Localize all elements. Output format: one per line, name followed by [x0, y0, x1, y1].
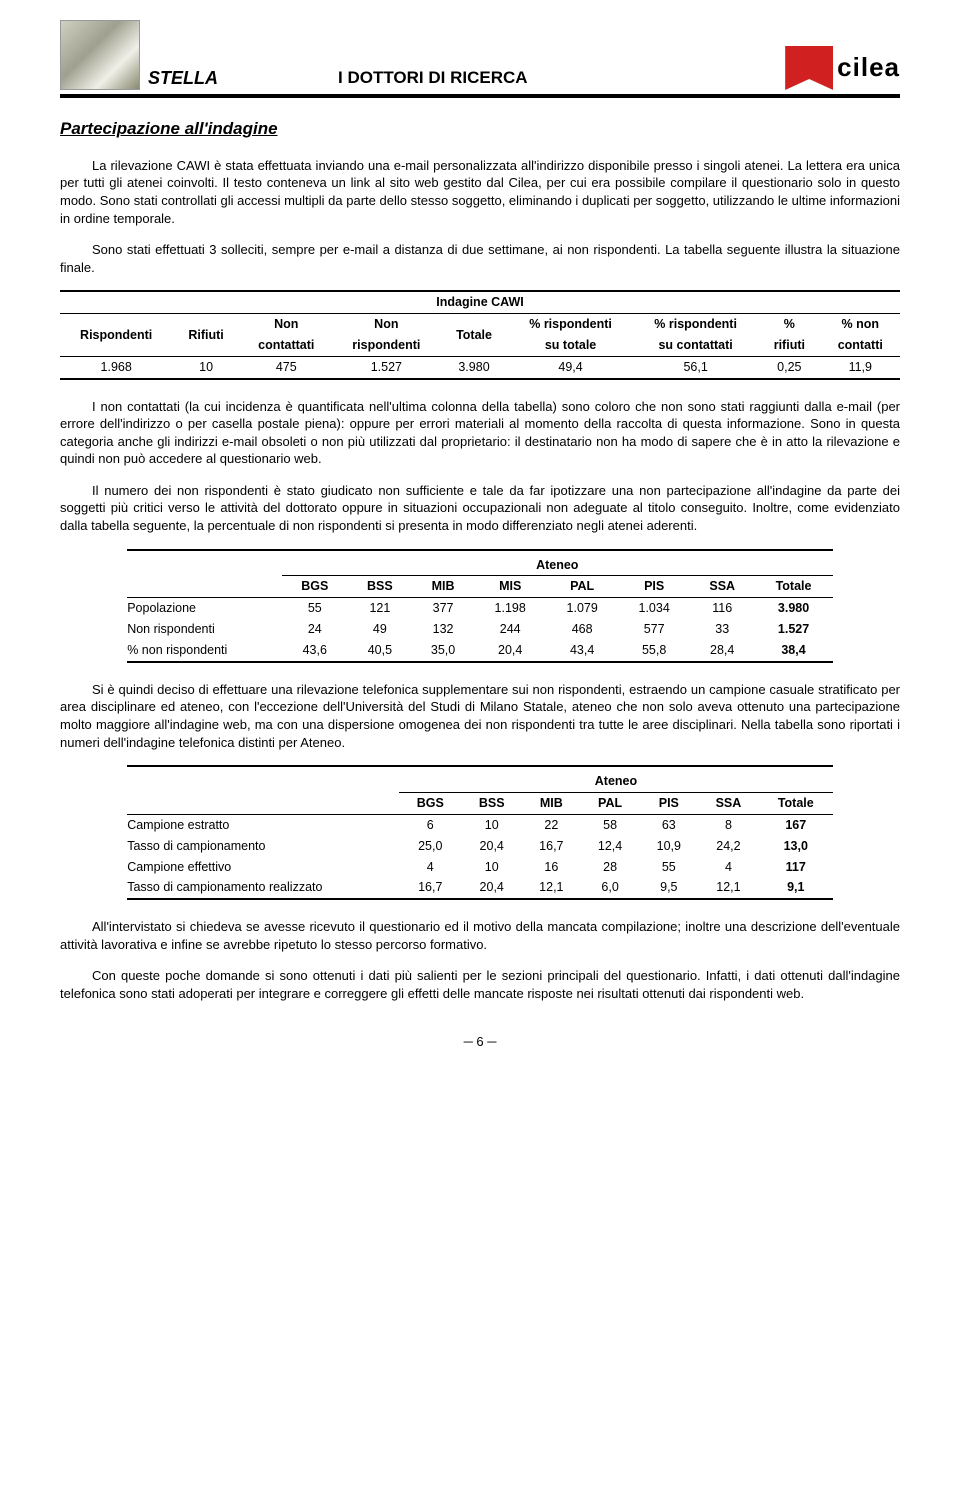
- t2-super: Ateneo: [282, 555, 833, 576]
- table-row: % non rispondenti 43,6 40,5 35,0 20,4 43…: [127, 640, 833, 662]
- t3-super: Ateneo: [399, 771, 833, 792]
- t1-col-6a: % rispondenti: [633, 314, 758, 335]
- t1-super: Indagine CAWI: [60, 292, 900, 313]
- t1-col-8b: contatti: [821, 335, 900, 356]
- logo-mark: [785, 46, 833, 90]
- paragraph-3: I non contattati (la cui incidenza è qua…: [60, 398, 900, 468]
- paragraph-6: All'intervistato si chiedeva se avesse r…: [60, 918, 900, 953]
- header-subtitle: I DOTTORI DI RICERCA: [268, 67, 785, 90]
- paragraph-4: Il numero dei non rispondenti è stato gi…: [60, 482, 900, 535]
- table-row: Campione effettivo 4 10 16 28 55 4 117: [127, 857, 833, 878]
- table-row: Tasso di campionamento 25,0 20,4 16,7 12…: [127, 836, 833, 857]
- table-row: Non rispondenti 24 49 132 244 468 577 33…: [127, 619, 833, 640]
- table-ateneo-1: Ateneo BGS BSS MIB MIS PAL PIS SSA Total…: [127, 549, 833, 663]
- logo-text: cilea: [837, 50, 900, 85]
- table-row: Popolazione 55 121 377 1.198 1.079 1.034…: [127, 598, 833, 619]
- table-ateneo-2: Ateneo BGS BSS MIB PAL PIS SSA Totale Ca…: [127, 765, 833, 900]
- t1-row-data: 1.968 10 475 1.527 3.980 49,4 56,1 0,25 …: [60, 356, 900, 378]
- t1-col-8a: % non: [821, 314, 900, 335]
- header-photo: [60, 20, 140, 90]
- paragraph-7: Con queste poche domande si sono ottenut…: [60, 967, 900, 1002]
- paragraph-5: Si è quindi deciso di effettuare una ril…: [60, 681, 900, 751]
- t1-col-1: Rifiuti: [172, 314, 240, 357]
- t1-col-0: Rispondenti: [60, 314, 172, 357]
- table-row: Tasso di campionamento realizzato 16,7 2…: [127, 877, 833, 899]
- section-heading: Partecipazione all'indagine: [60, 118, 900, 141]
- t1-col-7b: rifiuti: [758, 335, 820, 356]
- t1-col-7a: %: [758, 314, 820, 335]
- header-title: STELLA: [148, 66, 268, 90]
- t1-col-3b: rispondenti: [333, 335, 440, 356]
- page-header: STELLA I DOTTORI DI RICERCA cilea: [60, 20, 900, 98]
- paragraph-1: La rilevazione CAWI è stata effettuata i…: [60, 157, 900, 227]
- t1-col-6b: su contattati: [633, 335, 758, 356]
- table-row: Campione estratto 6 10 22 58 63 8 167: [127, 814, 833, 835]
- t1-col-2b: contattati: [240, 335, 333, 356]
- t1-col-2a: Non: [240, 314, 333, 335]
- cilea-logo: cilea: [785, 46, 900, 90]
- t1-col-3a: Non: [333, 314, 440, 335]
- t1-col-4: Totale: [440, 314, 508, 357]
- t1-col-5b: su totale: [508, 335, 633, 356]
- t1-col-5a: % rispondenti: [508, 314, 633, 335]
- table-indagine-cawi: Indagine CAWI Rispondenti Rifiuti Non No…: [60, 290, 900, 380]
- paragraph-2: Sono stati effettuati 3 solleciti, sempr…: [60, 241, 900, 276]
- page-number: ─ 6 ─: [60, 1033, 900, 1051]
